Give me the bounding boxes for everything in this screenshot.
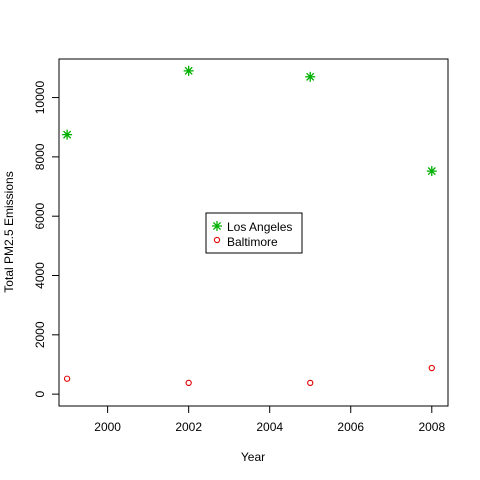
x-tick-label: 2008 [418, 420, 445, 434]
y-axis-label: Total PM2.5 Emissions [2, 171, 16, 292]
legend-baltimore-circle-icon [213, 236, 221, 244]
x-tick-label: 2002 [175, 420, 202, 434]
data-points [62, 65, 437, 387]
data-point-asterisk [62, 129, 73, 140]
legend: Los Angeles Baltimore [205, 212, 303, 254]
plot-frame [58, 58, 449, 407]
data-point-circle [307, 379, 314, 387]
y-tick-label: 8000 [33, 143, 47, 170]
legend-box [205, 212, 303, 254]
y-tick-label: 4000 [33, 262, 47, 289]
y-tick-label: 6000 [33, 203, 47, 230]
legend-los-angeles-asterisk-icon [212, 221, 222, 231]
data-point-asterisk [305, 71, 316, 82]
data-point-circle [63, 375, 71, 382]
y-tick-label: 10000 [33, 81, 47, 115]
data-point-circle [428, 364, 435, 372]
x-tick-label: 2004 [256, 420, 283, 434]
legend-label-baltimore: Baltimore [227, 235, 278, 249]
y-tick-label: 2000 [33, 321, 47, 348]
legend-label-los-angeles: Los Angeles [227, 220, 292, 234]
legend-symbol [212, 221, 222, 231]
data-point-asterisk [426, 166, 437, 177]
x-axis: 2000 2002 2004 2006 2008 [94, 406, 445, 434]
data-point-circle [185, 379, 192, 387]
x-tick-label: 2006 [337, 420, 364, 434]
y-axis: 0 2000 4000 6000 8000 10000 [33, 81, 59, 397]
x-axis-label: Year [241, 450, 265, 464]
data-point-asterisk [183, 65, 194, 76]
x-tick-label: 2000 [94, 420, 121, 434]
y-tick-label: 0 [33, 390, 47, 397]
legend-symbol [213, 236, 221, 244]
